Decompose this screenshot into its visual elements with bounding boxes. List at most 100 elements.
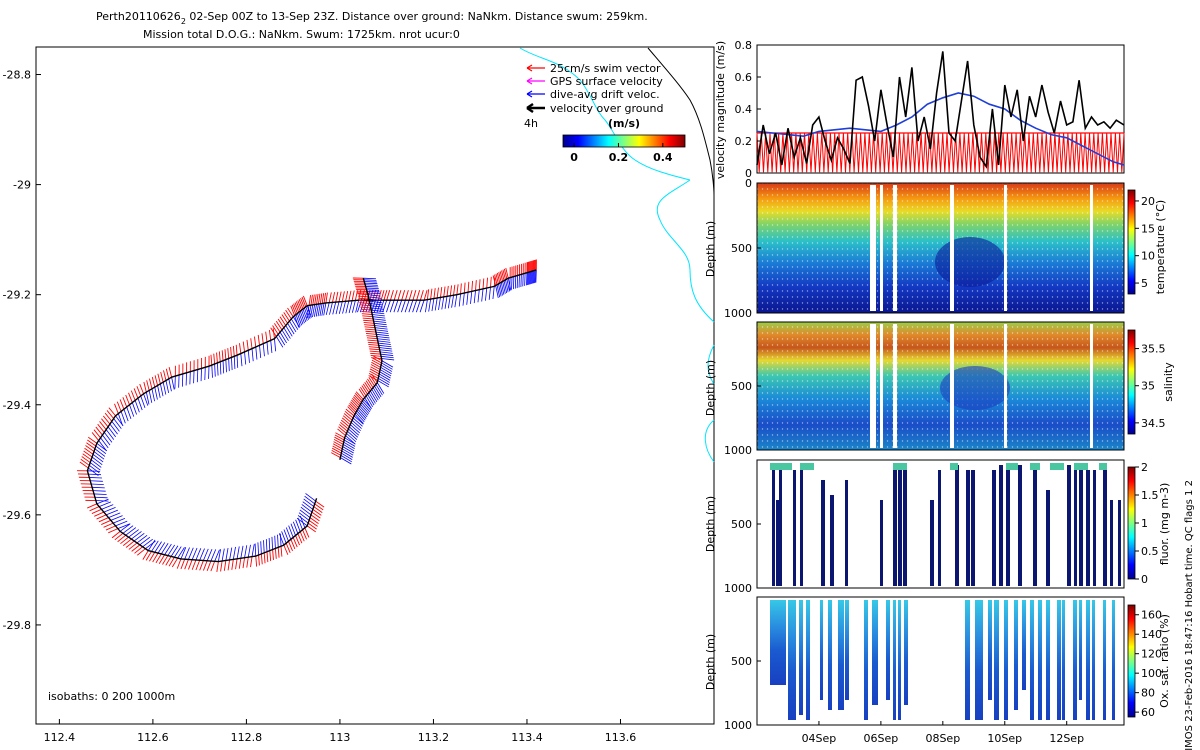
main-track-drift-vector	[134, 400, 140, 413]
main-track-swim-vector	[134, 546, 143, 554]
main-track-drift-vector	[302, 501, 314, 510]
main-track-drift-vector	[447, 295, 451, 309]
north-south-track-drift-vector	[364, 281, 377, 283]
main-track-drift-vector	[359, 300, 365, 313]
main-track-drift-vector	[211, 365, 213, 378]
north-south-track-swim-vector	[348, 404, 357, 413]
main-track-swim-vector	[505, 267, 509, 279]
main-track-swim-vector	[397, 290, 402, 301]
main-track-drift-vector	[174, 546, 182, 558]
main-track-swim-vector	[277, 318, 285, 328]
main-track-drift-vector	[89, 477, 102, 479]
north-south-track-drift-vector	[343, 439, 356, 447]
north-south-track-drift-vector	[379, 373, 391, 381]
main-track-swim-vector	[93, 429, 101, 439]
main-track-swim-vector	[128, 542, 138, 550]
north-south-track-swim-vector	[372, 357, 382, 364]
fluorescence-profile	[1118, 500, 1121, 586]
fluorescence-profile	[830, 495, 834, 586]
main-track-drift-vector	[92, 453, 104, 463]
north-south-track-drift-vector	[363, 277, 376, 280]
main-track-swim-vector	[84, 447, 94, 455]
main-track-swim-vector	[449, 285, 453, 296]
main-track-drift-vector	[485, 288, 488, 301]
main-track-drift-vector	[103, 507, 116, 513]
main-track-drift-vector	[257, 542, 259, 556]
main-track-drift-vector	[362, 300, 368, 313]
main-track-swim-vector	[143, 381, 147, 393]
temperature-colorbar-label: temperature (°C)	[1154, 200, 1167, 294]
legend-item-drift: dive-avg drift veloc.	[526, 88, 660, 101]
main-track-swim-vector	[300, 298, 305, 309]
main-track-swim-vector	[304, 527, 310, 538]
main-track-swim-vector	[168, 366, 173, 378]
swim-velocity-line	[756, 132, 1125, 173]
main-track-swim-vector	[291, 304, 297, 315]
main-track-drift-vector	[133, 533, 145, 542]
main-track-drift-vector	[162, 382, 167, 395]
time-tick-label: 04Sep	[802, 732, 837, 745]
main-track-drift-vector	[236, 546, 240, 559]
main-track-drift-vector	[94, 448, 106, 457]
salinity-gap	[893, 324, 897, 448]
map-x-tick-label: 112.8	[231, 731, 263, 744]
main-track-swim-vector	[314, 503, 324, 511]
north-south-track-swim-vector	[331, 449, 342, 456]
main-track-drift-vector	[345, 300, 350, 314]
north-south-track-drift-vector	[355, 412, 365, 423]
legend-item-gps: GPS surface velocity	[526, 75, 663, 88]
north-south-track-drift-vector	[343, 441, 355, 449]
time-tick-label: 12Sep	[1049, 732, 1084, 745]
main-track-swim-vector	[313, 506, 323, 514]
fluorescence-profile	[971, 470, 975, 586]
main-track-drift-vector	[109, 423, 118, 435]
north-south-track-drift-vector	[349, 426, 360, 436]
north-south-track-swim-vector	[364, 324, 375, 326]
north-south-track-drift-vector	[373, 318, 386, 321]
fluorescence-ylabel: Depth (m)	[704, 496, 717, 552]
main-track-drift-vector	[221, 548, 225, 562]
main-track-drift-vector	[338, 301, 343, 314]
fluorescence-profile	[966, 470, 970, 586]
main-track-drift-vector	[115, 520, 128, 527]
main-track-swim-vector	[149, 552, 156, 562]
main-track-drift-vector	[151, 388, 155, 402]
main-track-drift-vector	[142, 538, 153, 548]
salinity-gap	[1004, 324, 1007, 448]
main-track-drift-vector	[279, 331, 287, 344]
main-track-swim-vector	[309, 517, 319, 525]
map-panel: 112.4 112.6 112.8 113 113.2 113.4 113.6 -28.8-…	[3, 46, 715, 744]
main-track-swim-vector	[106, 410, 114, 419]
north-south-track-swim-vector	[360, 386, 367, 397]
main-track-swim-vector	[295, 535, 300, 546]
main-track-drift-vector	[171, 377, 175, 390]
main-track-drift-vector	[462, 292, 465, 306]
main-track-swim-vector	[122, 538, 132, 546]
colorbar-tick-label: 5	[1141, 277, 1148, 290]
temperature-y-ticks: 0 500 1000	[724, 177, 761, 320]
colorbar-tick-label: 35	[1141, 380, 1155, 393]
main-track-drift-vector	[91, 456, 103, 466]
north-south-track-ground-track	[339, 278, 383, 460]
main-track-swim-vector	[272, 328, 275, 339]
speed-colorbar-ticks: 0 0.2 0.4	[570, 143, 673, 164]
main-track-drift-vector	[290, 318, 299, 330]
map-y-tick-label: -29.8	[3, 619, 31, 632]
colorbar-tick-label: 160	[1141, 609, 1162, 622]
main-track-drift-vector	[295, 519, 301, 532]
main-track-swim-vector	[416, 290, 421, 301]
north-south-track-swim-vector	[365, 330, 376, 333]
main-track-drift-vector	[393, 300, 399, 313]
main-track-swim-vector	[345, 290, 349, 302]
colorbar-tick-label: 100	[1141, 667, 1162, 680]
main-track-drift-vector	[419, 300, 425, 313]
main-track-swim-vector	[285, 543, 291, 553]
temperature-colorbar-ticks: 5 10 15 20	[1135, 195, 1155, 290]
north-south-track-drift-vector	[342, 446, 354, 454]
north-south-track-drift-vector	[374, 327, 388, 330]
main-track-drift-vector	[481, 288, 484, 302]
main-track-drift-vector	[254, 543, 257, 557]
main-track-drift-vector	[122, 525, 134, 534]
map-y-tick-label: -29	[13, 179, 31, 192]
main-track-swim-vector	[120, 536, 129, 545]
